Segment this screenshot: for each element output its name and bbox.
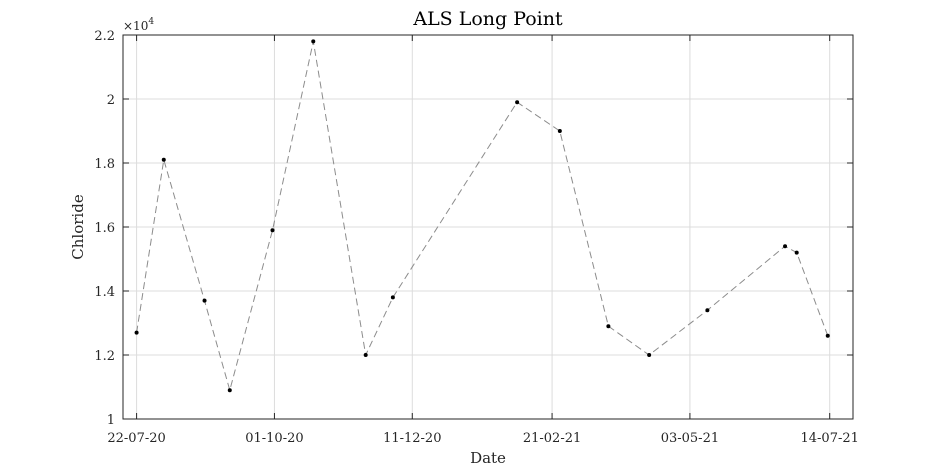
data-point [557, 129, 562, 133]
x-tick-label: 01-10-20 [245, 431, 303, 446]
data-point [783, 244, 788, 249]
data-point [311, 39, 316, 44]
x-tick-label: 11-12-20 [383, 431, 441, 446]
series-layer [134, 39, 830, 393]
x-tick-label: 03-05-21 [661, 431, 719, 446]
data-point [161, 157, 166, 162]
data-point [794, 250, 799, 255]
y-exponent-power: 4 [148, 17, 154, 27]
y-axis-label: Chloride [69, 194, 87, 260]
y-tick-label: 1.6 [94, 221, 115, 236]
data-point [202, 298, 207, 303]
grid [123, 34, 853, 420]
data-point [606, 324, 611, 329]
y-tick-label: 1.4 [94, 285, 115, 300]
x-tick-label: 21-02-21 [523, 431, 581, 446]
tick-marks [123, 34, 853, 420]
y-tick-label: 2 [107, 93, 115, 108]
data-point [363, 353, 368, 357]
data-point [227, 388, 232, 393]
y-tick-label: 1.8 [94, 157, 115, 172]
data-point [134, 330, 139, 335]
x-axis-label: Date [470, 449, 506, 467]
y-exponent-base: ×10 [123, 19, 148, 33]
x-tick-label: 14-07-21 [800, 431, 858, 446]
x-tick-label: 22-07-20 [107, 431, 165, 446]
y-exponent-label: ×104 [123, 17, 154, 33]
data-point [270, 228, 275, 233]
y-tick-label: 1.2 [94, 349, 115, 364]
data-point [705, 308, 710, 313]
data-point [515, 100, 520, 105]
chart-title: ALS Long Point [412, 8, 563, 30]
data-point [390, 295, 395, 300]
tick-labels: 1 1.2 1.4 1.6 1.8 2 2.2 22-07-20 01-10-20 11-12-2… [94, 29, 859, 446]
data-point [647, 353, 652, 357]
y-tick-label: 2.2 [94, 29, 115, 44]
y-tick-label: 1 [107, 413, 115, 428]
data-point [825, 333, 830, 338]
series-line [136, 41, 829, 393]
